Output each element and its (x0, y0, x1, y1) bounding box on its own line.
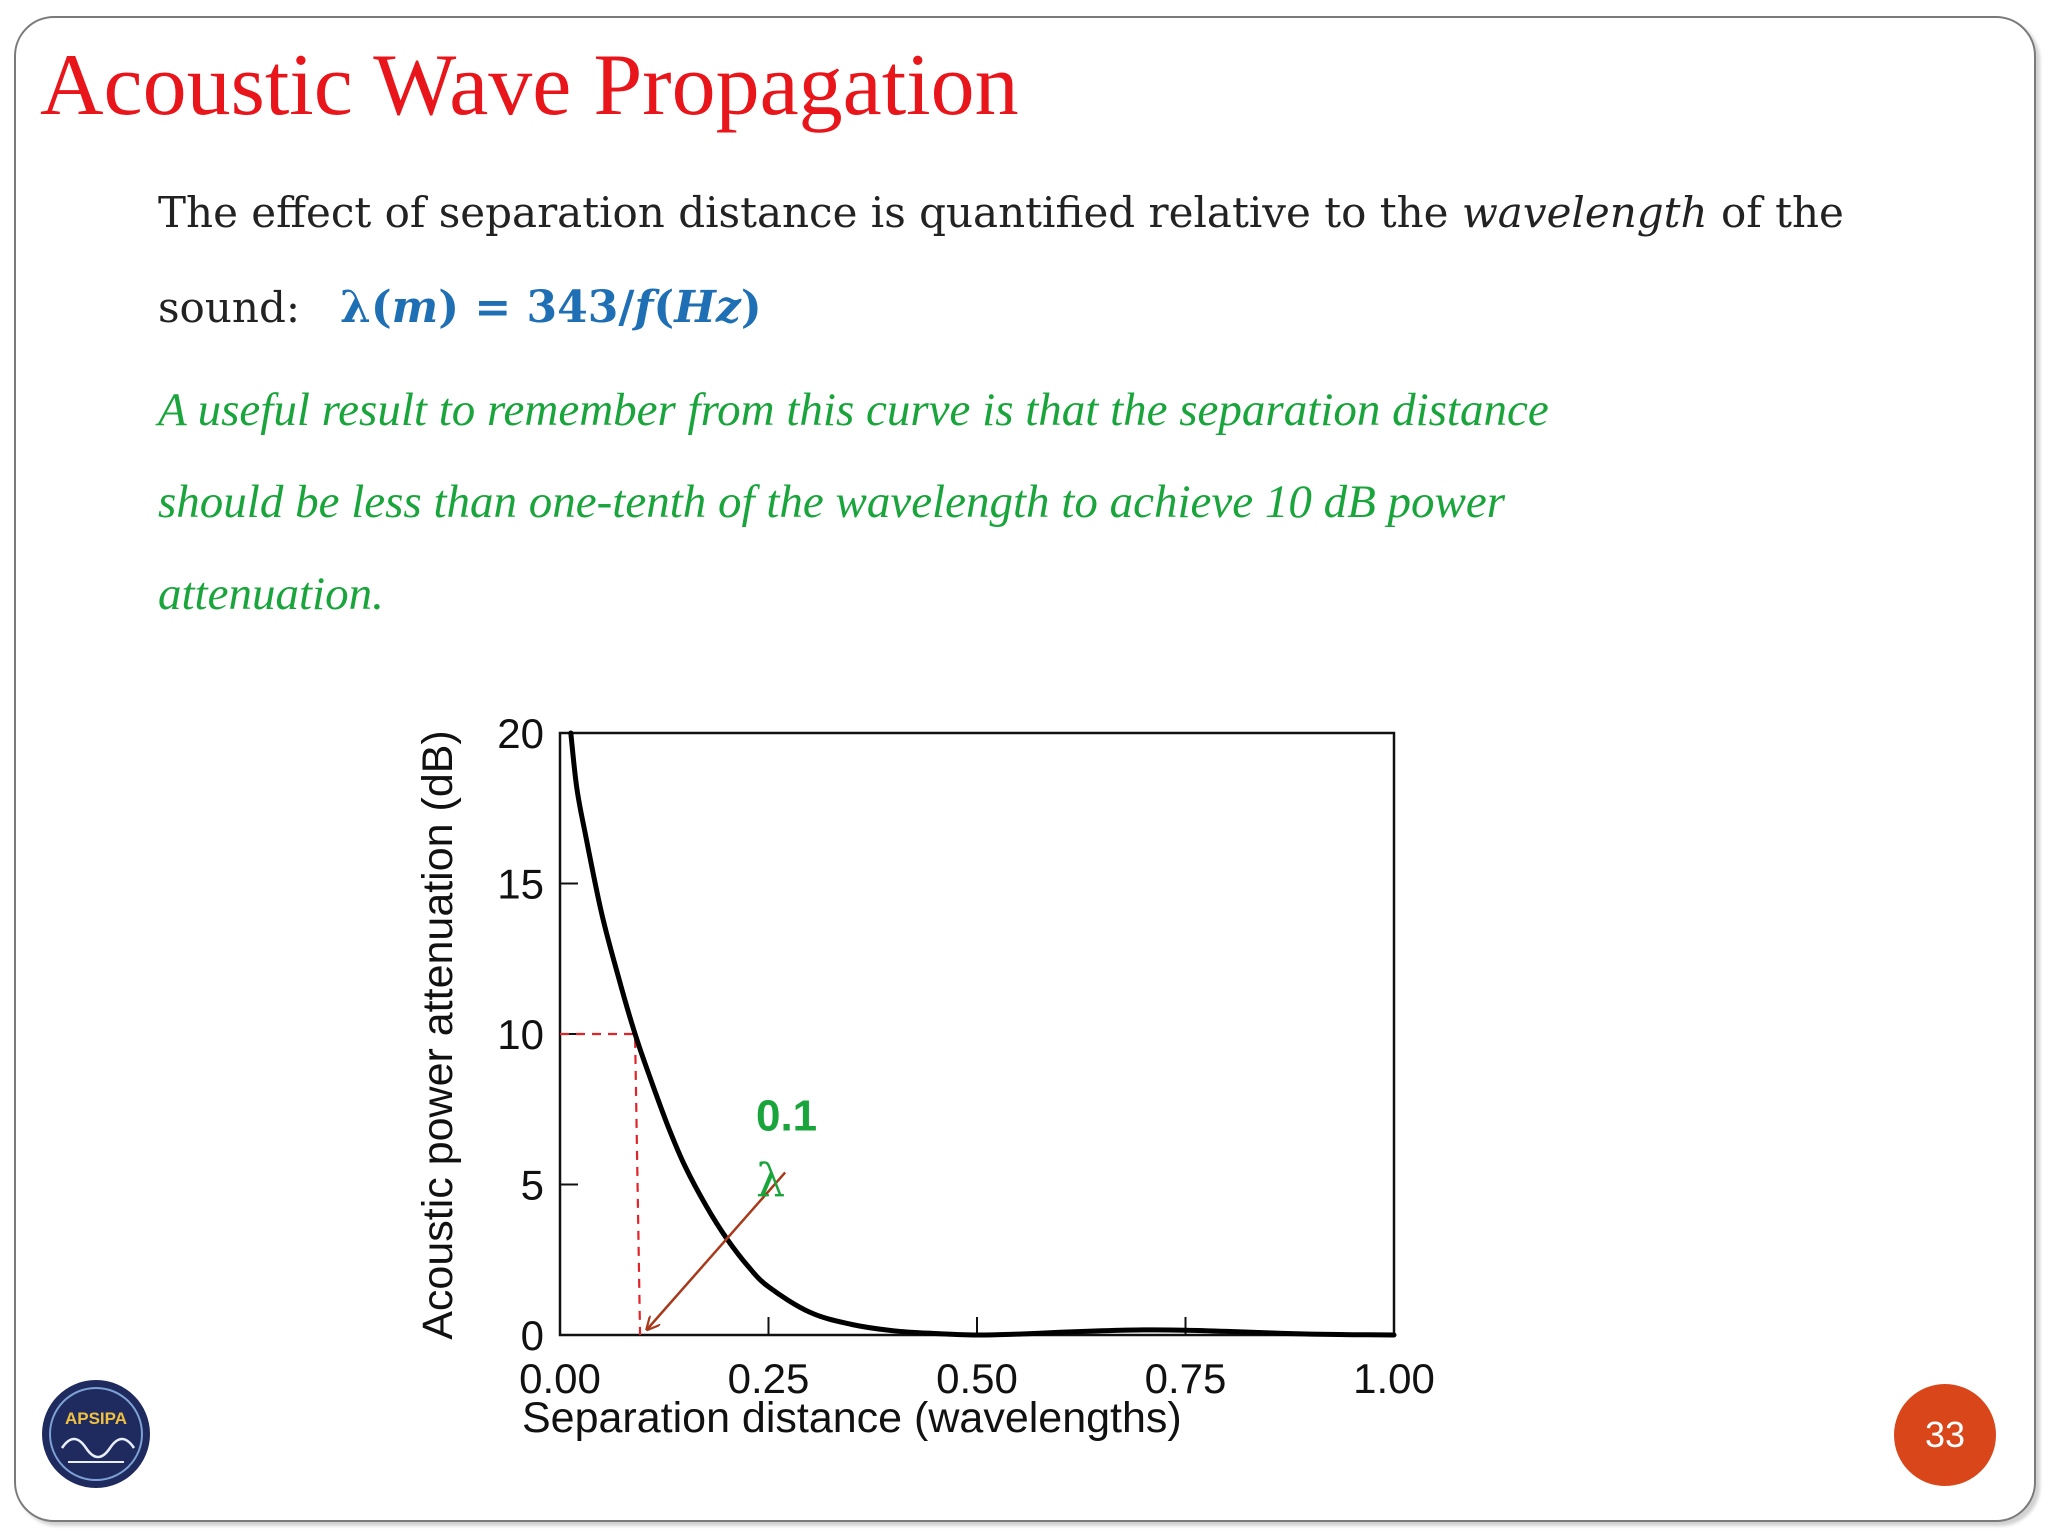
y-tick-label: 10 (497, 1011, 544, 1058)
annotation-lambda: λ (756, 1154, 785, 1208)
annotation-arrow (647, 1171, 787, 1329)
slide-title: Acoustic Wave Propagation (40, 37, 1019, 134)
logo-text: APSIPA (65, 1409, 127, 1428)
plot-frame (558, 731, 1396, 1337)
ten-db-guide-line (560, 1032, 642, 1336)
x-tick-label: 0.50 (936, 1355, 1018, 1402)
formula-f: f (634, 282, 654, 333)
attenuation-curve (568, 730, 1397, 1338)
formula-paren-open: ( (370, 282, 392, 333)
intro-text-part-1: The effect of separation distance is qua… (158, 188, 1462, 237)
x-tick-label: 1.00 (1353, 1355, 1435, 1402)
page-number-badge: 33 (1894, 1384, 1996, 1486)
note-line-3: attenuation. (158, 568, 384, 620)
wavelength-formula: λ(m) = 343/f(Hz) (340, 282, 762, 333)
formula-paren-close-2: ) (740, 282, 762, 333)
intro-sound-label: sound: (158, 283, 300, 332)
x-axis-ticks: 0.00 0.25 0.50 0.75 1.00 (519, 1317, 1435, 1402)
formula-equals: ) = 343/ (438, 282, 635, 333)
intro-italic-word: wavelength (1461, 188, 1708, 237)
formula-m: m (391, 282, 439, 333)
x-axis-label: Separation distance (wavelengths) (522, 1394, 1182, 1442)
formula-paren-open-2: ( (653, 282, 675, 333)
y-tick-label: 15 (497, 861, 544, 908)
y-axis-label: Acoustic power attenuation (dB) (414, 730, 462, 1340)
y-tick-label: 5 (521, 1162, 544, 1209)
y-tick-label: 20 (497, 710, 544, 757)
x-tick-label: 0.00 (519, 1355, 601, 1402)
y-tick-label: 0 (521, 1312, 544, 1359)
intro-line-2: sound: λ(m) = 343/f(Hz) (158, 282, 762, 333)
x-tick-label: 0.75 (1145, 1355, 1227, 1402)
x-tick-label: 0.25 (728, 1355, 810, 1402)
apsipa-logo: APSIPA (40, 1378, 152, 1490)
slide-frame (14, 16, 2036, 1522)
formula-hz: Hz (674, 282, 741, 333)
y-axis-ticks: 0 5 10 15 20 (497, 710, 578, 1359)
formula-lambda: λ (339, 282, 371, 333)
annotation-value: 0.1 (756, 1091, 817, 1140)
intro-text-part-2: of the (1707, 188, 1844, 237)
note-line-1: A useful result to remember from this cu… (158, 384, 1549, 436)
intro-line-1: The effect of separation distance is qua… (158, 188, 1844, 237)
note-line-2: should be less than one-tenth of the wav… (158, 476, 1506, 528)
